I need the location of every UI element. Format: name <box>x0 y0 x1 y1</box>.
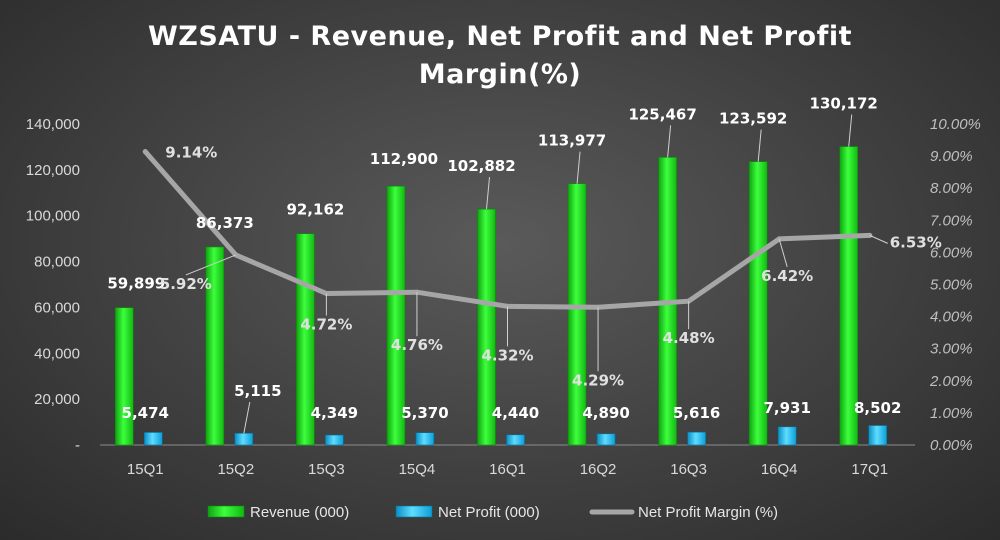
net-profit-data-label: 5,115 <box>234 382 281 400</box>
y-right-tick-label: 7.00% <box>930 212 973 229</box>
margin-data-label: 6.53% <box>890 233 942 251</box>
revenue-bar <box>205 246 225 446</box>
revenue-label-leader <box>848 114 853 147</box>
net-profit-data-label: 4,349 <box>311 404 358 422</box>
chart-title: WZSATU - Revenue, Net Profit and Net Pro… <box>0 18 1000 94</box>
revenue-data-label: 86,373 <box>196 214 254 232</box>
revenue-data-label: 130,172 <box>810 95 878 113</box>
net-profit-data-label: 8,502 <box>854 399 901 417</box>
margin-data-label: 4.76% <box>391 336 443 354</box>
revenue-data-label: 112,900 <box>370 150 438 168</box>
revenue-label-leader <box>757 129 762 162</box>
y-right-tick-label: 0.00% <box>930 437 973 454</box>
y-left-tick-label: 140,000 <box>26 116 80 133</box>
net-profit-bar <box>687 431 706 446</box>
y-right-tick-label: 10.00% <box>930 116 981 133</box>
revenue-bar <box>114 307 134 446</box>
y-right-tick-label: 9.00% <box>930 148 973 165</box>
x-tick-label: 16Q1 <box>489 461 526 478</box>
y-right-tick-label: 6.00% <box>930 244 973 261</box>
y-left-tick-label: 100,000 <box>26 208 80 225</box>
net-profit-data-label: 4,890 <box>582 404 629 422</box>
revenue-label-leader <box>667 125 672 158</box>
net-profit-data-label: 5,370 <box>401 404 448 422</box>
revenue-data-label: 59,899 <box>107 275 165 293</box>
margin-data-label: 9.14% <box>165 144 217 162</box>
margin-point <box>142 149 148 155</box>
legend-net-profit-label: Net Profit (000) <box>438 504 540 521</box>
y-left-tick-label: 60,000 <box>34 299 80 316</box>
y-right-tick-label: 3.00% <box>930 341 973 358</box>
x-tick-label: 16Q3 <box>670 461 707 478</box>
revenue-data-label: 92,162 <box>286 201 344 219</box>
y-left-tick-label: 120,000 <box>26 162 80 179</box>
net-profit-label-leader <box>243 401 251 434</box>
y-right-tick-label: 4.00% <box>930 309 973 326</box>
revenue-data-label: 123,592 <box>719 110 787 128</box>
net-profit-bar <box>325 434 344 446</box>
y-right-tick-label: 5.00% <box>930 277 973 294</box>
revenue-label-leader <box>576 151 581 184</box>
x-tick-label: 17Q1 <box>851 461 888 478</box>
legend-revenue-swatch <box>207 505 245 518</box>
revenue-data-label: 125,467 <box>628 105 696 123</box>
margin-data-label: 4.29% <box>572 371 624 389</box>
y-left-tick-label: - <box>75 437 80 454</box>
revenue-label-leader <box>486 177 490 210</box>
y-right-tick-label: 8.00% <box>930 180 973 197</box>
chart-title-line2: Margin(%) <box>418 59 582 90</box>
y-left-tick-label: 80,000 <box>34 254 80 271</box>
margin-label-leader <box>869 234 888 244</box>
net-profit-data-label: 5,474 <box>122 404 169 422</box>
y-left-tick-label: 40,000 <box>34 345 80 362</box>
margin-data-label: 4.48% <box>663 329 715 347</box>
net-profit-bar <box>506 434 525 446</box>
net-profit-bar <box>143 432 163 446</box>
margin-data-label: 6.42% <box>761 267 813 285</box>
net-profit-bar <box>596 433 616 446</box>
legend-margin-label: Net Profit Margin (%) <box>638 504 778 521</box>
net-profit-bar <box>415 432 435 446</box>
legend-revenue-label: Revenue (000) <box>250 504 349 521</box>
margin-label-leader <box>778 238 788 268</box>
net-profit-bar <box>777 426 797 446</box>
x-tick-label: 15Q2 <box>217 461 254 478</box>
x-tick-label: 16Q4 <box>761 461 798 478</box>
y-left-tick-label: 20,000 <box>34 391 80 408</box>
chart-title-line1: WZSATU - Revenue, Net Profit and Net Pro… <box>147 21 852 52</box>
margin-data-label: 4.72% <box>300 315 352 333</box>
x-tick-label: 15Q3 <box>308 461 345 478</box>
legend-net-profit-swatch <box>395 505 433 518</box>
net-profit-data-label: 7,931 <box>763 399 810 417</box>
margin-label-leader <box>185 254 237 276</box>
x-tick-label: 16Q2 <box>580 461 617 478</box>
x-tick-label: 15Q1 <box>127 461 164 478</box>
margin-data-label: 4.32% <box>481 346 533 364</box>
revenue-data-label: 102,882 <box>447 157 515 175</box>
revenue-data-label: 113,977 <box>538 132 606 150</box>
x-tick-label: 15Q4 <box>399 461 436 478</box>
y-right-tick-label: 1.00% <box>930 405 973 422</box>
net-profit-bar <box>234 432 254 446</box>
net-profit-data-label: 4,440 <box>492 404 539 422</box>
revenue-bar <box>386 185 406 446</box>
net-profit-bar <box>868 425 888 446</box>
net-profit-data-label: 5,616 <box>673 404 720 422</box>
y-right-tick-label: 2.00% <box>929 373 973 390</box>
margin-data-label: 5.92% <box>160 275 212 293</box>
